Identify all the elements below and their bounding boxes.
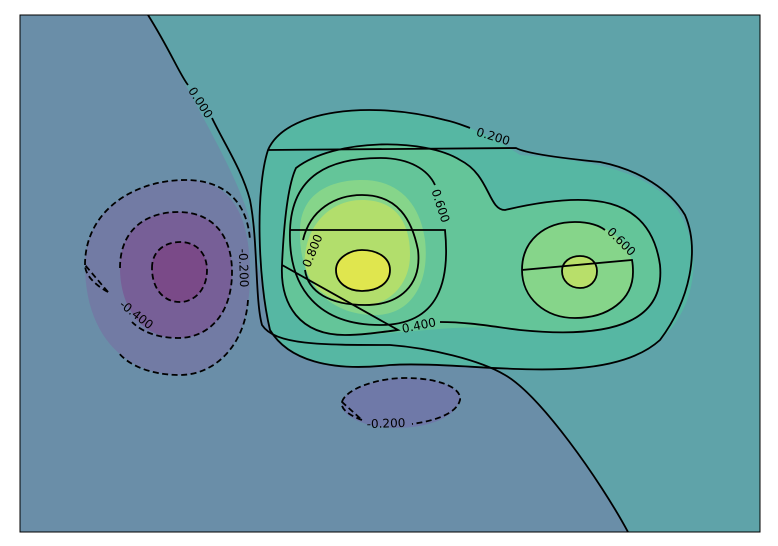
- contour-line-0.800: [302, 194, 420, 306]
- axes-frame: [19, 14, 761, 533]
- contour-line-0.400: [281, 143, 662, 336]
- contour-line-0.200: [258, 109, 693, 371]
- contour-line-neg-0.200-small: [340, 377, 461, 425]
- contour-line-0.000: [147, 14, 629, 533]
- contour-line-neg-0.400-inner: [151, 241, 208, 303]
- contour-label-0.400: 0.400: [401, 315, 438, 336]
- contour-label-neg-0.200-bottom: -0.200: [366, 416, 405, 431]
- contour-line-neg-0.200-outer: [84, 179, 251, 376]
- contour-line-peak-left: [335, 249, 391, 292]
- contour-line-peak-right: [561, 255, 598, 289]
- fill-band-neg-small: [341, 378, 461, 428]
- contour-lines-negative: [84, 179, 461, 425]
- fill-band-neg-0.4: [152, 242, 207, 302]
- fill-band-peak-left: [336, 250, 390, 291]
- contour-line-neg-0.400: [119, 211, 233, 339]
- contour-line-0.600-right: [521, 221, 634, 319]
- plot-area: [20, 15, 760, 532]
- contour-lines: [147, 14, 693, 533]
- contour-line-0.600-left: [289, 157, 448, 326]
- contour-label-neg-0.200-left: -0.200: [236, 248, 251, 287]
